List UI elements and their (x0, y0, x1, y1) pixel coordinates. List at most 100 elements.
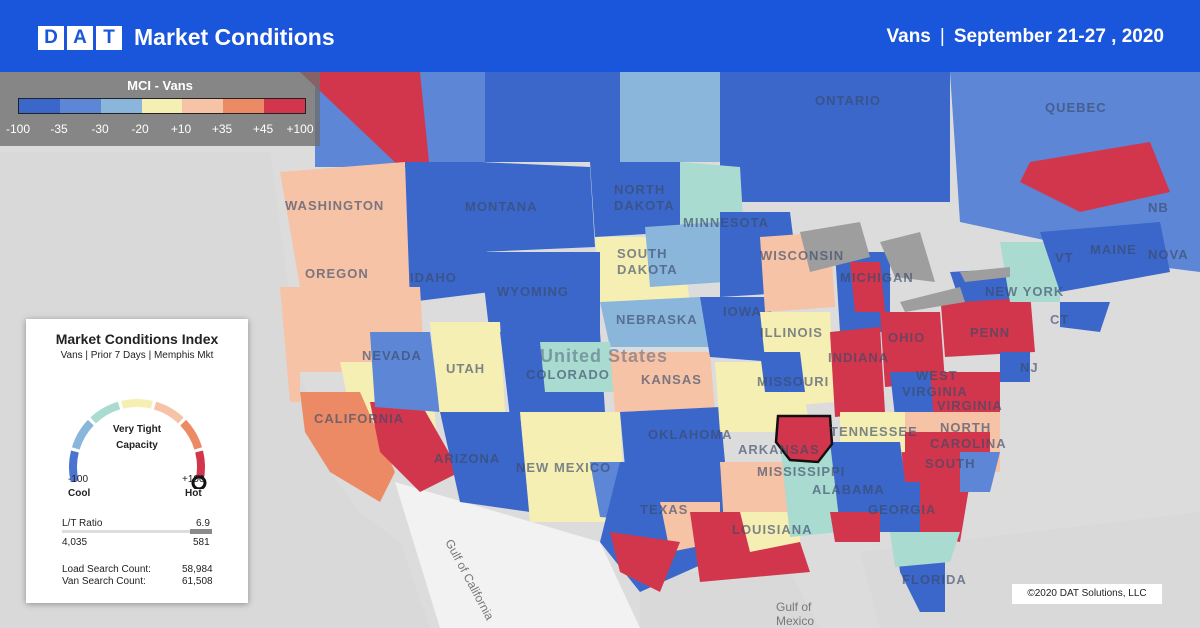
map-label-wisconsin: WISCONSIN (760, 248, 844, 263)
gauge-segment (69, 450, 79, 483)
market-map: ONTARIO QUEBEC NB NOVA MAINE VT NEW YORK… (0, 72, 1200, 628)
card-title: Market Conditions Index (55, 331, 219, 347)
equipment-type: Vans (886, 26, 931, 47)
map-label-west: WEST (916, 368, 958, 383)
map-label-indiana: INDIANA (828, 350, 889, 365)
lt-ratio-fill (190, 529, 212, 534)
load-count: 4,035 (62, 537, 88, 548)
map-label-missouri: MISSOURI (757, 374, 829, 389)
legend-color-bar (18, 98, 306, 114)
legend-swatch (182, 99, 224, 113)
map-label-colorado: COLORADO (526, 367, 610, 382)
map-label-virginia: VIRGINIA (937, 398, 1003, 413)
gauge-min-value: -100 (68, 474, 89, 485)
lt-ratio-label: L/T Ratio (62, 518, 103, 529)
gauge-segment (153, 401, 184, 424)
map-label-quebec: QUEBEC (1045, 100, 1107, 115)
map-label-south-dakota-1: SOUTH (617, 246, 668, 261)
map-label-ontario: ONTARIO (815, 93, 881, 108)
map-label-maine: MAINE (1090, 242, 1137, 257)
map-label-wyoming: WYOMING (497, 284, 569, 299)
gauge-max-label: Hot (185, 488, 202, 499)
date-range: September 21-27 , 2020 (953, 26, 1164, 47)
van-search-value: 61,508 (182, 576, 213, 587)
van-search-label: Van Search Count: (62, 576, 146, 587)
map-label-idaho: IDAHO (410, 270, 457, 285)
map-label-california: CALIFORNIA (314, 411, 404, 426)
card-subtitle: Vans | Prior 7 Days | Memphis Mkt (60, 350, 214, 361)
market-conditions-card: Market Conditions Index Vans | Prior 7 D… (26, 319, 248, 603)
gauge-segment (180, 419, 203, 450)
map-label-tennessee: TENNESSEE (830, 424, 918, 439)
map-label-iowa: IOWA (723, 304, 762, 319)
page-title: Market Conditions (134, 24, 335, 50)
map-label-country: United States (540, 346, 668, 366)
load-search-value: 58,984 (182, 564, 213, 575)
legend-tick: +100 (286, 122, 314, 136)
legend-tick: +35 (211, 122, 233, 136)
map-label-nb: NB (1148, 200, 1169, 215)
map-label-nebraska: NEBRASKA (616, 312, 698, 327)
map-label-michigan: MICHIGAN (840, 270, 914, 285)
map-label-mississippi: MISSISSIPPI (757, 464, 845, 479)
legend-tick: -20 (131, 122, 149, 136)
gauge-line-2: Capacity (116, 440, 158, 451)
map-label-nj: NJ (1020, 360, 1039, 375)
map-label-arkansas: ARKANSAS (738, 442, 820, 457)
gauge-segment (71, 419, 94, 450)
map-label-texas: TEXAS (640, 502, 688, 517)
gauge-line-1: Very Tight (112, 424, 162, 435)
truck-count: 581 (193, 537, 210, 548)
map-label-washington: WASHINGTON (285, 198, 384, 213)
map-label-alabama: ALABAMA (812, 482, 885, 497)
map-label-montana: MONTANA (465, 199, 537, 214)
mci-gauge (69, 399, 207, 489)
legend-title: MCI - Vans (127, 78, 193, 93)
header-separator: | (939, 26, 945, 47)
map-label-west-virginia: VIRGINIA (902, 384, 968, 399)
map-label-new-mexico: NEW MEXICO (516, 460, 611, 475)
legend-swatch (59, 99, 101, 113)
gauge-segment (90, 401, 121, 424)
map-label-gulf-of: Gulf of (776, 600, 812, 614)
map-label-penn: PENN (970, 325, 1010, 340)
map-label-south-carolina: SOUTH (925, 456, 976, 471)
copyright-notice: ©2020 DAT Solutions, LLC (1012, 584, 1162, 604)
map-label-oklahoma: OKLAHOMA (648, 427, 733, 442)
legend-tick: -30 (91, 122, 109, 136)
legend-swatch (141, 99, 183, 113)
logo-letter-t: T (96, 26, 122, 50)
header-info: Vans | September 21-27 , 2020 (887, 26, 1165, 48)
map-label-nova: NOVA (1148, 247, 1189, 262)
gauge-indicator (191, 475, 207, 489)
legend-tick: +10 (170, 122, 192, 136)
dat-logo: D A T (38, 26, 125, 50)
load-search-label: Load Search Count: (62, 564, 151, 575)
lt-ratio-bar (62, 530, 212, 533)
map-label-north-dakota-2: DAKOTA (614, 198, 675, 213)
logo-letter-a: A (67, 26, 93, 50)
map-label-mexico: Mexico (776, 614, 814, 628)
map-label-louisiana: LOUISIANA (732, 522, 813, 537)
map-label-utah: UTAH (446, 361, 485, 376)
mci-legend: MCI - Vans -100 -35 -30 -20 +10 +35 +45 … (0, 72, 320, 146)
gauge-segment (121, 399, 153, 409)
legend-swatch (264, 99, 306, 113)
gauge-max-value: +100 (182, 474, 205, 485)
map-label-arizona: ARIZONA (434, 451, 500, 466)
map-label-illinois: ILLINOIS (760, 325, 823, 340)
header-bar: D A T Market Conditions Vans | September 2… (0, 0, 1200, 72)
map-label-oregon: OREGON (305, 266, 369, 281)
map-label-new-york: NEW YORK (985, 284, 1064, 299)
legend-swatch (223, 99, 265, 113)
map-label-minnesota: MINNESOTA (683, 215, 769, 230)
map-label-ct: CT (1050, 312, 1069, 327)
map-label-kansas: KANSAS (641, 372, 702, 387)
logo-letter-d: D (38, 26, 64, 50)
gauge-min-label: Cool (68, 488, 91, 499)
legend-tick: +45 (252, 122, 274, 136)
legend-swatch (100, 99, 142, 113)
lt-ratio-value: 6.9 (196, 518, 210, 529)
map-label-north-carolina-2: CAROLINA (930, 436, 1007, 451)
map-label-north-carolina-1: NORTH (940, 420, 991, 435)
